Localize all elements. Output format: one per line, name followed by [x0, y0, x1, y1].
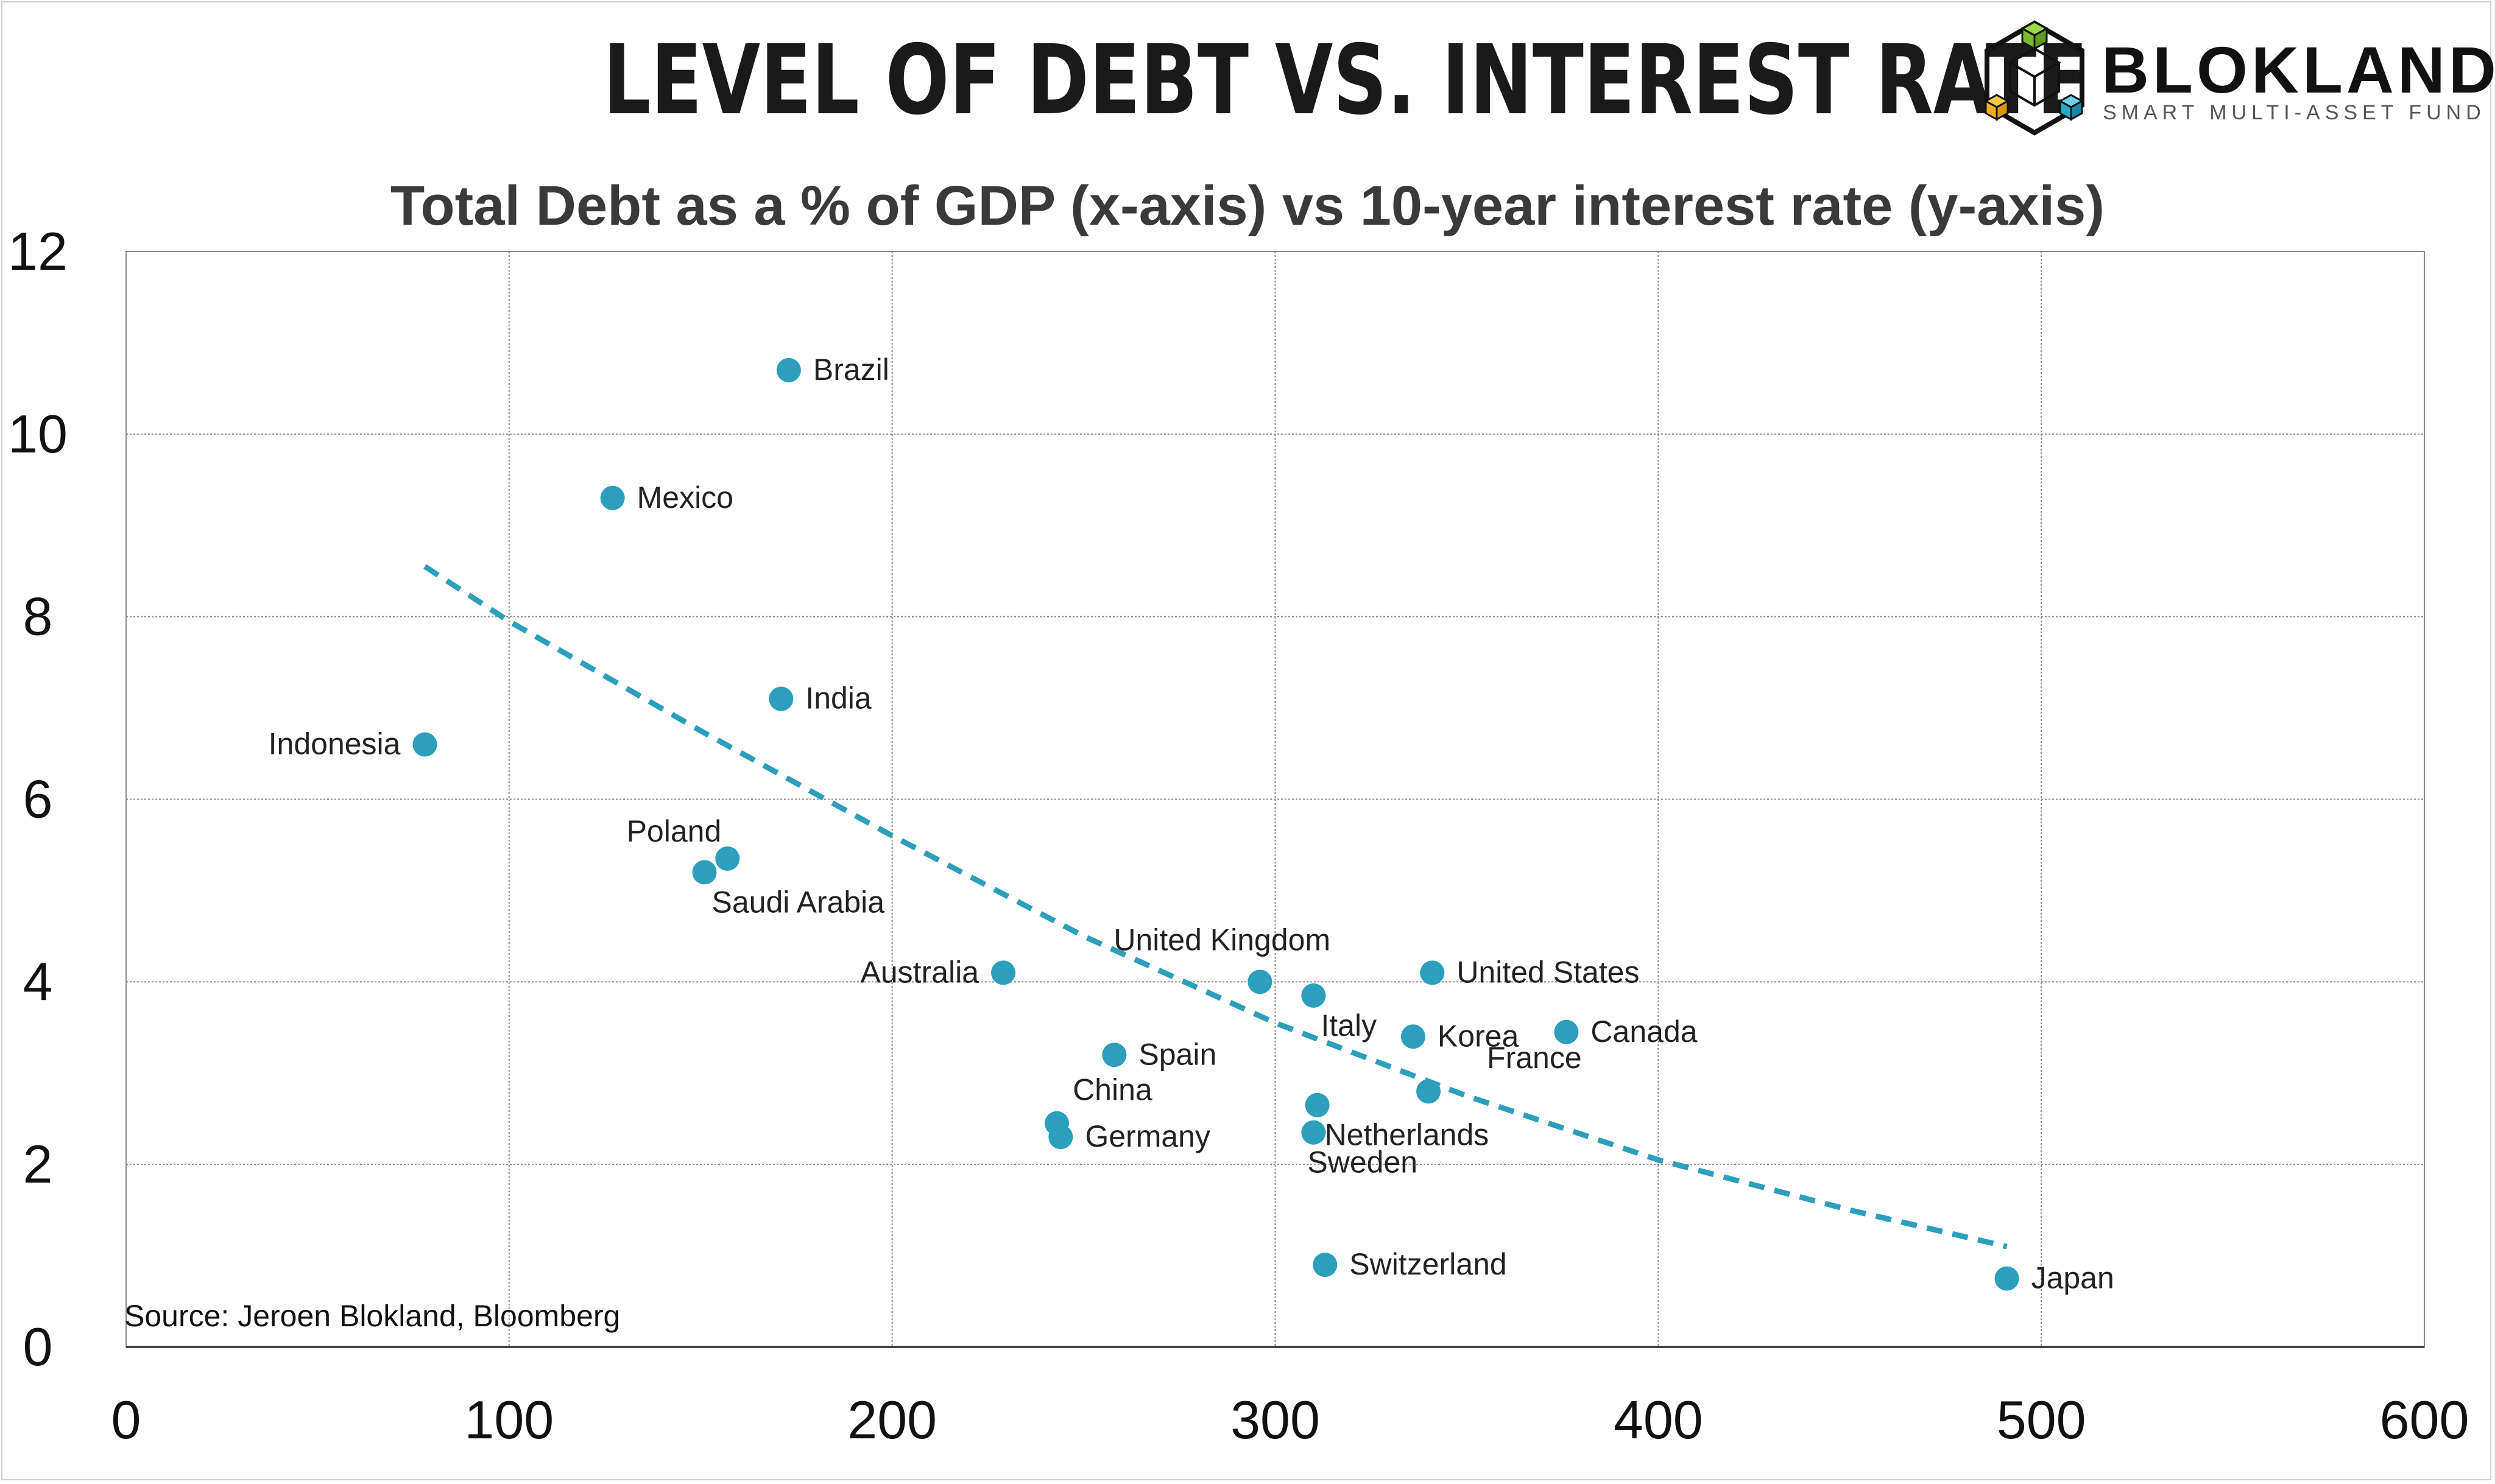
brand-name: BLOKLAND [2102, 33, 2495, 107]
data-point [1554, 1019, 1579, 1044]
data-point [692, 860, 717, 885]
data-point [776, 357, 801, 382]
y-tick-label: 8 [23, 586, 53, 647]
grid [125, 251, 2425, 1348]
point-label: Switzerland [1349, 1247, 1506, 1281]
data-point [1102, 1043, 1127, 1067]
trendline [423, 564, 2008, 1250]
data-point [769, 686, 794, 711]
data-point [1248, 969, 1272, 994]
cube-logo-icon [1983, 20, 2084, 136]
data-point [1416, 1079, 1441, 1104]
data-point [1301, 983, 1326, 1008]
y-tick-label: 12 [8, 221, 68, 281]
point-label: India [805, 681, 872, 716]
data-point [1301, 1120, 1326, 1145]
x-tick-label: 300 [1230, 1390, 1320, 1450]
point-label: Sweden [1307, 1145, 1417, 1180]
brand-tagline: SMART MULTI-ASSET FUND [2103, 101, 2486, 124]
point-label: China [1073, 1073, 1152, 1107]
data-point [600, 485, 625, 510]
point-label: Poland [627, 814, 722, 848]
point-label: Brazil [813, 353, 889, 387]
x-tick-label: 400 [1614, 1390, 1703, 1450]
point-label: Indonesia [269, 727, 401, 761]
y-tick-label: 6 [23, 769, 53, 829]
x-tick-label: 600 [2380, 1390, 2469, 1450]
point-label: United Kingdom [1113, 923, 1330, 957]
page-title: LEVEL OF DEBT VS. INTEREST RATE [603, 24, 2088, 136]
point-label: Australia [860, 955, 979, 989]
x-tick-label: 100 [464, 1390, 554, 1450]
point-label: Germany [1085, 1119, 1210, 1153]
trendline-path [423, 564, 2008, 1250]
point-label: Canada [1590, 1015, 1697, 1049]
point-label: Saudi Arabia [712, 885, 885, 919]
point-label: United States [1456, 955, 1639, 989]
data-point [1305, 1092, 1330, 1117]
data-point [991, 960, 1016, 985]
y-tick-label: 4 [23, 951, 53, 1011]
x-tick-label: 500 [1997, 1390, 2086, 1450]
x-tick-label: 200 [847, 1390, 937, 1450]
y-tick-label: 10 [8, 404, 68, 464]
source-note: Source: Jeroen Blokland, Bloomberg [124, 1299, 620, 1333]
point-label: Japan [2031, 1261, 2114, 1295]
point-label: Netherlands [1325, 1118, 1489, 1152]
data-point [1994, 1266, 2019, 1291]
point-label: France [1487, 1041, 1582, 1075]
chart-subtitle: Total Debt as a % of GDP (x-axis) vs 10-… [390, 175, 2105, 237]
y-tick-label: 2 [23, 1134, 53, 1194]
point-label: Mexico [637, 480, 733, 515]
point-label: Spain [1138, 1037, 1216, 1071]
data-point [412, 732, 437, 757]
x-tick-label: 0 [111, 1390, 141, 1450]
point-label: Korea [1438, 1019, 1519, 1053]
data-point [1400, 1024, 1425, 1049]
axis-ticks: 0 100 200 300 400 500 600 0 2 4 6 8 10 12 [8, 221, 2469, 1450]
data-point [1420, 960, 1445, 985]
point-label: Italy [1321, 1008, 1377, 1043]
data-point [715, 846, 740, 871]
data-point [1313, 1253, 1338, 1278]
data-point [1048, 1125, 1073, 1150]
brand-logo [1974, 17, 2479, 139]
data-points: Brazil Mexico India Indonesia Poland Saudi Ar… [269, 353, 2114, 1295]
y-tick-label: 0 [23, 1317, 53, 1377]
